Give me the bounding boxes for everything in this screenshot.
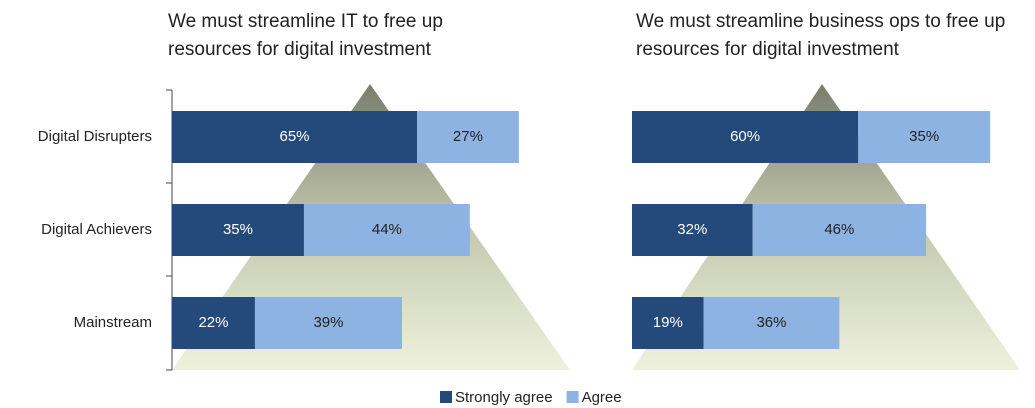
bar-segment: [417, 111, 519, 163]
bar-segment: [632, 111, 859, 163]
legend-swatch: [440, 391, 452, 403]
data-label: 46%: [824, 221, 854, 238]
data-label: 27%: [453, 128, 483, 145]
bar-segment: [172, 204, 304, 256]
y-tick-label: Mainstream: [74, 314, 152, 331]
y-tick-label: Digital Disrupters: [38, 128, 152, 145]
legend-swatch: [566, 391, 579, 403]
bar-segment: [172, 111, 418, 163]
bar-segment: [303, 204, 470, 256]
legend-label: Strongly agree: [455, 389, 553, 406]
data-label: 44%: [372, 221, 402, 238]
chart-title: We must streamline IT to free up resourc…: [168, 11, 443, 60]
category-axis: [166, 89, 173, 371]
bar-segment: [254, 297, 402, 349]
chart-title: We must streamline business ops to free …: [636, 11, 1006, 60]
bar-segment: [752, 204, 927, 256]
data-label: 39%: [313, 314, 343, 331]
data-label: 65%: [280, 128, 310, 145]
y-tick-label: Digital Achievers: [41, 221, 152, 238]
bar-segment: [703, 297, 840, 349]
data-label: 22%: [198, 314, 228, 331]
data-label: 36%: [756, 314, 786, 331]
data-label: 32%: [677, 221, 707, 238]
bar-segment: [172, 297, 255, 349]
legend-label: Agree: [582, 389, 622, 406]
bar-segment: [632, 297, 704, 349]
data-label: 19%: [653, 314, 683, 331]
data-label: 35%: [909, 128, 939, 145]
data-label: 35%: [223, 221, 253, 238]
bar-segment: [632, 204, 753, 256]
data-label: 60%: [730, 128, 760, 145]
bar-segment: [858, 111, 991, 163]
